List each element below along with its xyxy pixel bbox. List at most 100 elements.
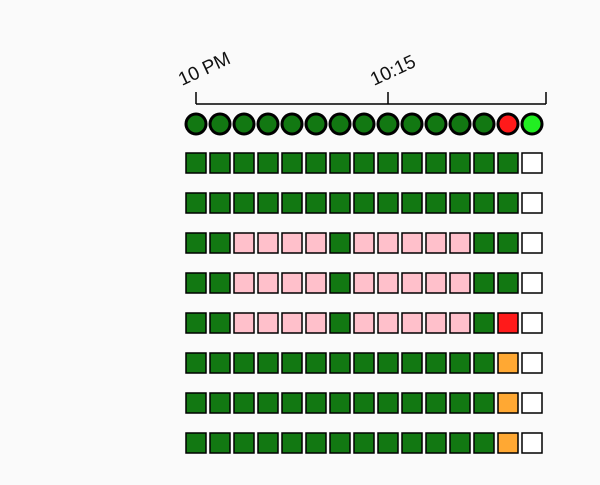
status-cell-green (305, 432, 327, 454)
status-cell-pink (281, 312, 303, 334)
status-cell-empty (521, 392, 543, 414)
status-cell-pink (401, 232, 423, 254)
status-dot-green (400, 112, 424, 136)
status-row (185, 312, 543, 334)
status-cell-green (473, 192, 495, 214)
status-cell-green (425, 152, 447, 174)
status-cell-empty (521, 192, 543, 214)
status-cell-green (401, 152, 423, 174)
status-dot-green (448, 112, 472, 136)
status-cell-green (185, 272, 207, 294)
status-cell-green (281, 432, 303, 454)
status-cell-pink (449, 312, 471, 334)
status-cell-empty (521, 272, 543, 294)
status-cell-green (353, 352, 375, 374)
status-cell-pink (257, 232, 279, 254)
status-cell-empty (521, 352, 543, 374)
status-cell-pink (305, 272, 327, 294)
status-cell-green (329, 312, 351, 334)
status-cell-green (449, 152, 471, 174)
status-cell-green (473, 312, 495, 334)
status-cell-orange (497, 432, 519, 454)
status-cell-pink (305, 312, 327, 334)
status-cell-green (329, 392, 351, 414)
status-cell-green (257, 192, 279, 214)
status-cell-green (233, 352, 255, 374)
status-cell-pink (305, 232, 327, 254)
status-dot-green (232, 112, 256, 136)
status-cell-green (185, 232, 207, 254)
status-cell-green (185, 192, 207, 214)
status-cell-green (377, 432, 399, 454)
status-cell-pink (377, 312, 399, 334)
status-cell-pink (377, 232, 399, 254)
status-cell-green (185, 352, 207, 374)
status-cell-green (305, 192, 327, 214)
status-cell-green (497, 192, 519, 214)
status-row (185, 152, 543, 174)
status-cell-green (449, 352, 471, 374)
status-cell-green (401, 352, 423, 374)
time-axis: 10 PM 10:15 (175, 48, 547, 105)
status-cell-green (377, 192, 399, 214)
status-cell-green (185, 152, 207, 174)
status-cell-green (209, 272, 231, 294)
status-cell-orange (497, 392, 519, 414)
status-cell-empty (521, 232, 543, 254)
status-cell-green (473, 272, 495, 294)
status-cell-green (377, 152, 399, 174)
status-cell-green (377, 352, 399, 374)
status-cell-pink (281, 232, 303, 254)
status-cell-green (305, 392, 327, 414)
status-cell-green (497, 272, 519, 294)
status-row (185, 272, 543, 294)
status-dot-red (496, 112, 520, 136)
status-cell-green (377, 392, 399, 414)
status-cell-pink (425, 232, 447, 254)
status-cell-red (497, 312, 519, 334)
status-row (185, 352, 543, 374)
status-row (185, 392, 543, 414)
status-cell-pink (233, 232, 255, 254)
status-cell-green (497, 152, 519, 174)
status-dot-green (256, 112, 280, 136)
status-grid (185, 152, 543, 454)
status-cell-green (353, 392, 375, 414)
status-cell-green (209, 232, 231, 254)
status-cell-green (257, 392, 279, 414)
status-cell-green (449, 192, 471, 214)
status-cell-green (281, 152, 303, 174)
status-dot-green (424, 112, 448, 136)
status-cell-pink (257, 312, 279, 334)
status-cell-green (233, 432, 255, 454)
status-cell-pink (353, 232, 375, 254)
status-dot-row (184, 112, 544, 136)
status-cell-green (425, 432, 447, 454)
status-cell-green (449, 392, 471, 414)
status-cell-pink (233, 272, 255, 294)
status-cell-empty (521, 312, 543, 334)
status-cell-green (329, 152, 351, 174)
status-dot-green (208, 112, 232, 136)
status-cell-green (281, 192, 303, 214)
status-cell-green (209, 312, 231, 334)
status-cell-pink (449, 272, 471, 294)
status-cell-green (425, 392, 447, 414)
status-cell-green (257, 352, 279, 374)
status-dot-green (280, 112, 304, 136)
time-axis-tick-label: 10:15 (367, 51, 419, 90)
status-row (185, 432, 543, 454)
status-cell-pink (401, 272, 423, 294)
status-dot-green (304, 112, 328, 136)
status-cell-green (329, 272, 351, 294)
status-dot-green (352, 112, 376, 136)
status-cell-green (353, 192, 375, 214)
status-cell-green (473, 432, 495, 454)
status-cell-green (329, 192, 351, 214)
status-row (185, 232, 543, 254)
status-cell-green (233, 392, 255, 414)
status-cell-green (281, 352, 303, 374)
status-cell-green (185, 392, 207, 414)
